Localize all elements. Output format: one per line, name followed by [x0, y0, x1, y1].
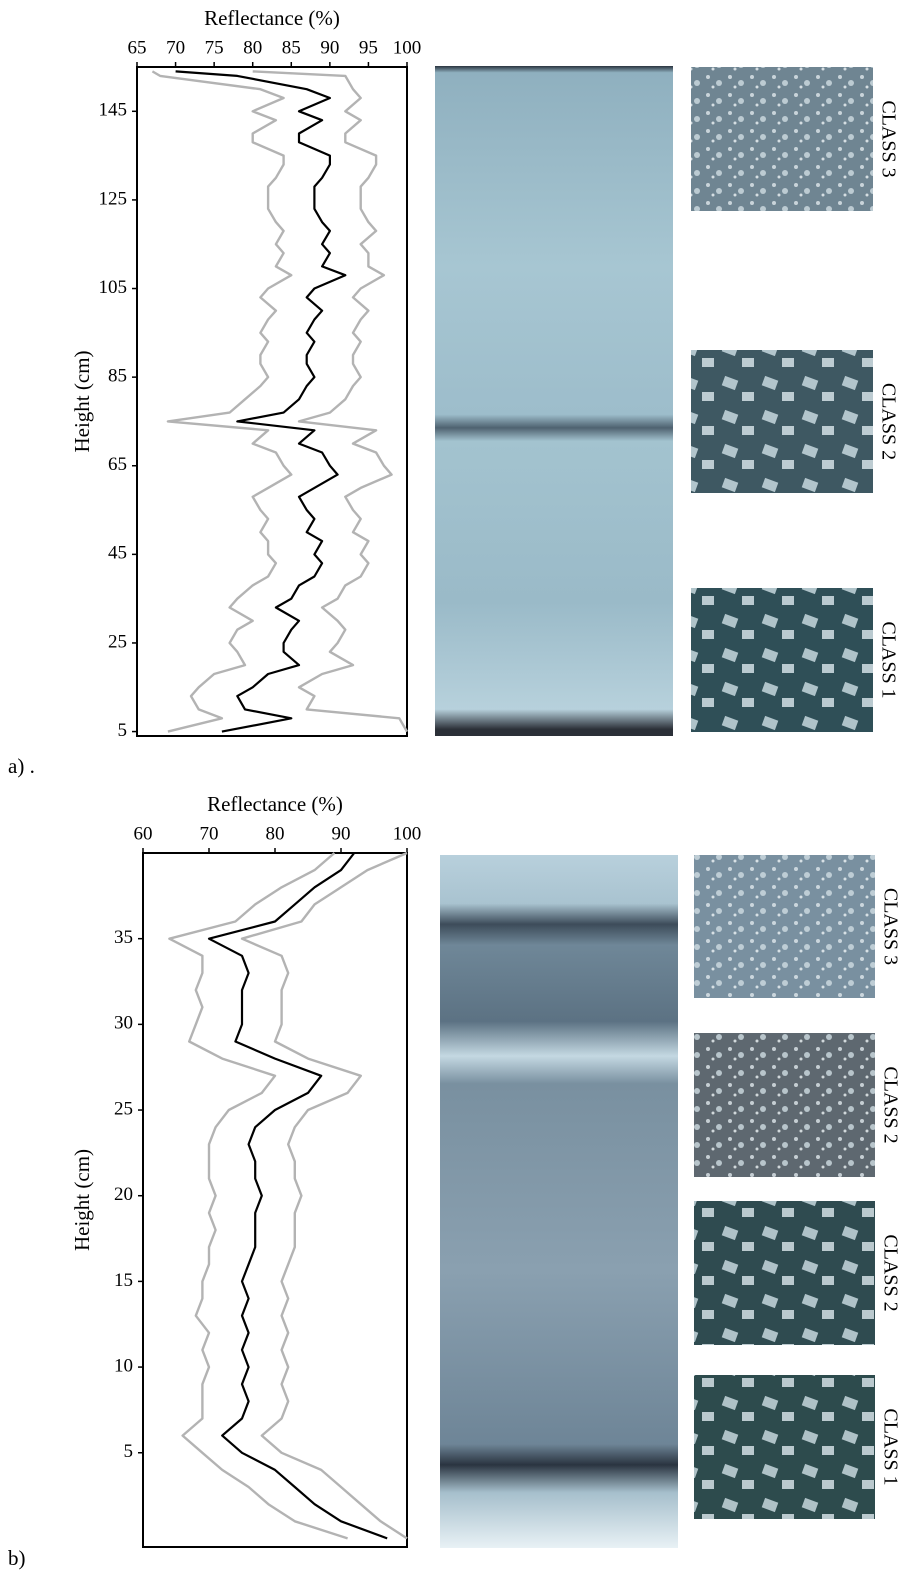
panel-label: a) .	[8, 754, 35, 778]
core-image	[440, 855, 678, 1548]
class-label: CLASS 2	[879, 1066, 901, 1143]
x-tick-label: 70	[166, 37, 185, 58]
reflectance-line	[168, 852, 348, 1540]
class-label: CLASS 1	[879, 1408, 901, 1485]
y-tick-label: 85	[108, 365, 127, 386]
plot-frame	[136, 66, 408, 737]
y-tick-label: 5	[118, 720, 128, 741]
class-photo-texture	[694, 855, 875, 998]
x-tick-label: 90	[332, 823, 351, 844]
class-photo-texture	[691, 67, 873, 211]
class-photo-texture	[694, 1033, 875, 1177]
x-tick-label: 80	[266, 823, 285, 844]
x-tick-label: 100	[393, 823, 422, 844]
class-label: CLASS 2	[877, 383, 899, 460]
core-image	[435, 66, 673, 736]
class-photo-texture	[691, 588, 873, 732]
class-label: CLASS 3	[877, 100, 899, 177]
class-label: CLASS 2	[879, 1234, 901, 1311]
y-tick-label: 5	[124, 1441, 134, 1462]
x-tick-label: 90	[320, 37, 339, 58]
x-tick-label: 100	[393, 37, 422, 58]
reflectance-line	[252, 70, 409, 733]
class-photo-texture	[691, 350, 873, 493]
y-tick-label: 65	[108, 454, 127, 475]
reflectance-line	[240, 851, 408, 1540]
reflectance-line	[207, 852, 388, 1540]
class-photo-texture	[694, 1375, 875, 1519]
class-label: CLASS 3	[879, 888, 901, 965]
y-tick-label: 15	[114, 1270, 133, 1291]
x-tick-label: 85	[282, 37, 301, 58]
y-tick-label: 20	[114, 1184, 133, 1205]
x-tick-label: 75	[205, 37, 224, 58]
y-tick-label: 105	[99, 277, 128, 298]
x-tick-label: 80	[243, 37, 262, 58]
y-tick-label: 125	[99, 188, 128, 209]
x-tick-label: 60	[134, 823, 153, 844]
y-axis-title: Height (cm)	[70, 1149, 94, 1251]
plot-frame	[142, 852, 408, 1548]
y-tick-label: 35	[114, 927, 133, 948]
reflectance-line	[151, 70, 293, 733]
x-axis-title: Reflectance (%)	[204, 6, 340, 30]
y-tick-label: 45	[108, 543, 127, 564]
class-photo-texture	[694, 1201, 875, 1345]
y-tick-label: 30	[114, 1013, 133, 1034]
x-tick-label: 95	[359, 37, 378, 58]
y-tick-label: 25	[114, 1098, 133, 1119]
y-tick-label: 25	[108, 631, 127, 652]
reflectance-line	[175, 70, 347, 733]
x-tick-label: 65	[128, 37, 147, 58]
panel-label: b)	[8, 1546, 26, 1570]
class-label: CLASS 1	[877, 621, 899, 698]
y-tick-label: 10	[114, 1355, 133, 1376]
y-tick-label: 145	[99, 100, 128, 121]
x-tick-label: 70	[200, 823, 219, 844]
y-axis-title: Height (cm)	[70, 350, 94, 452]
x-axis-title: Reflectance (%)	[207, 792, 343, 816]
